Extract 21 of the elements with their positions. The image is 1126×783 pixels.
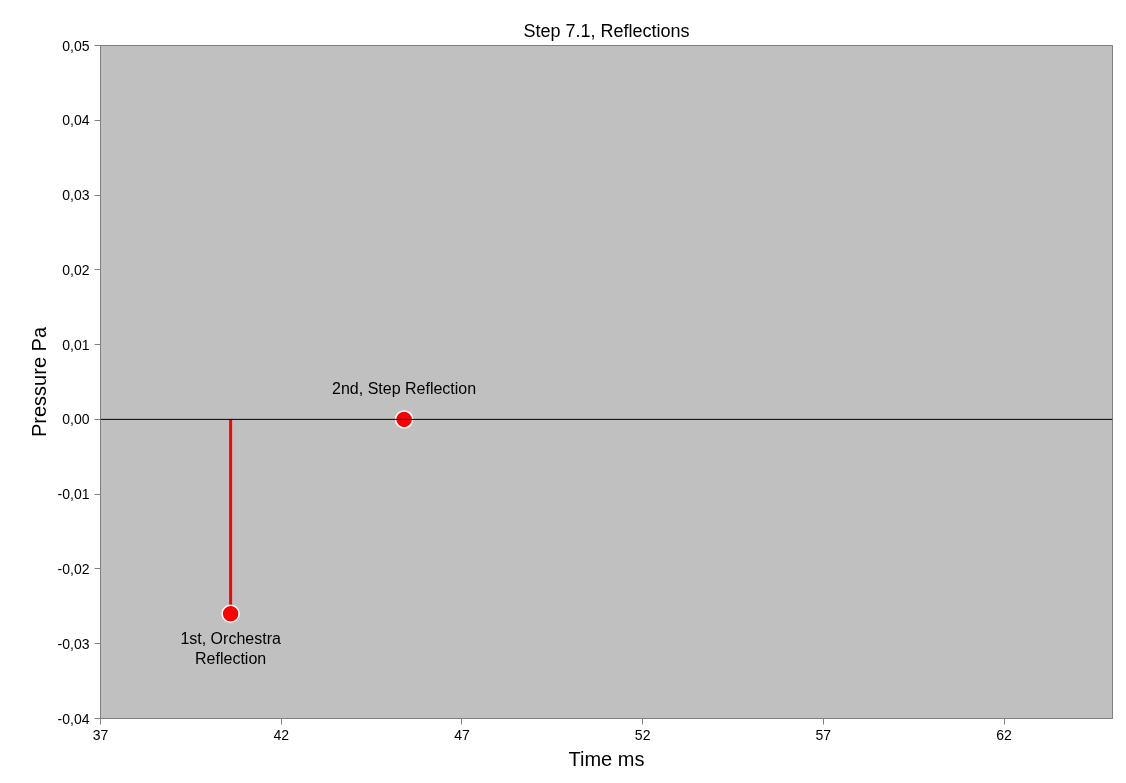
x-tick-label: 47 bbox=[454, 726, 470, 743]
annotation: 2nd, Step Reflection bbox=[332, 380, 477, 398]
x-tick-label: 37 bbox=[92, 726, 109, 743]
y-tick-label: -0,02 bbox=[57, 560, 90, 577]
y-tick-label: -0,01 bbox=[57, 486, 90, 503]
y-tick-label: 0,00 bbox=[62, 411, 90, 428]
y-tick-label: 0,01 bbox=[62, 336, 90, 353]
y-tick-label: -0,03 bbox=[57, 635, 90, 652]
x-tick-label: 42 bbox=[273, 726, 290, 743]
chart-title: Step 7.1, Reflections bbox=[523, 20, 690, 41]
y-axis-title: Pressure Pa bbox=[27, 326, 50, 438]
x-axis-title: Time ms bbox=[568, 747, 645, 770]
x-tick-label: 52 bbox=[634, 726, 651, 743]
y-tick-label: 0,02 bbox=[62, 261, 90, 278]
y-tick-label: 0,05 bbox=[62, 37, 90, 54]
y-tick-label: 0,03 bbox=[62, 187, 90, 204]
annotation: 1st, Orchestra Reflection bbox=[180, 629, 281, 668]
y-tick-label: -0,04 bbox=[57, 710, 90, 727]
x-tick-label: 57 bbox=[815, 726, 832, 743]
y-tick-label: 0,04 bbox=[62, 112, 90, 129]
x-tick-label: 62 bbox=[996, 726, 1013, 743]
